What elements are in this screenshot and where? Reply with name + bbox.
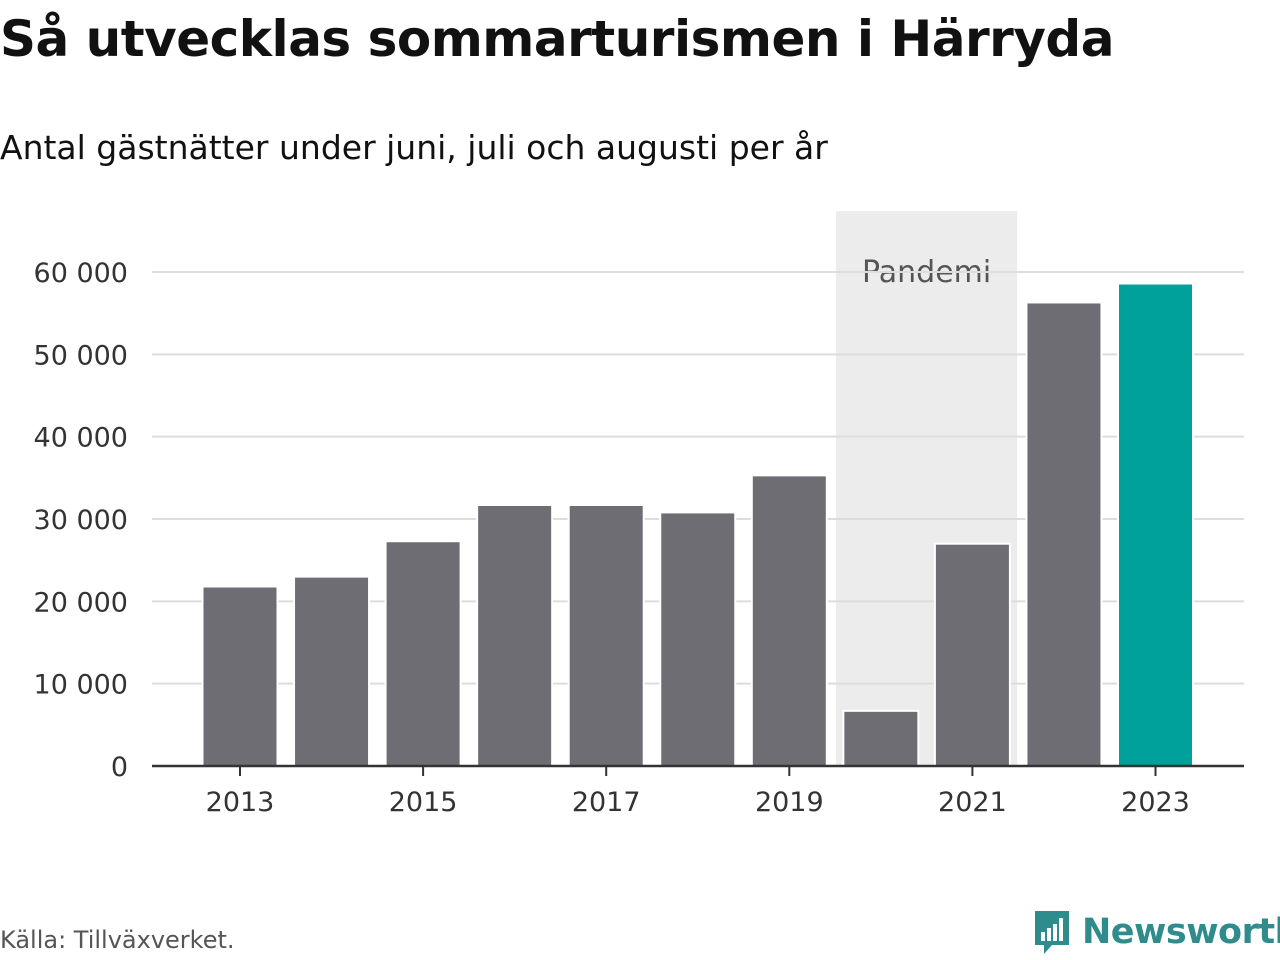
bar-2019 — [750, 474, 828, 767]
bars — [201, 282, 1194, 768]
bar-2017 — [567, 504, 645, 767]
chart-title: Så utvecklas sommarturismen i Härryda — [0, 10, 1114, 68]
y-tick-label: 10 000 — [34, 670, 128, 701]
chart-subtitle: Antal gästnätter under juni, juli och au… — [0, 128, 828, 167]
y-tick-label: 30 000 — [34, 505, 128, 536]
newsworthy-logo[interactable]: Newsworthy — [1032, 908, 1280, 956]
bar-2023 — [1117, 282, 1194, 767]
x-tick-label: 2021 — [938, 787, 1007, 818]
y-tick-label: 60 000 — [34, 258, 128, 289]
y-tick-label: 0 — [111, 752, 128, 783]
bar-2014 — [293, 575, 371, 768]
bar-2021 — [933, 542, 1011, 768]
x-tick-label: 2019 — [755, 787, 824, 818]
bar-2016 — [476, 504, 554, 767]
x-tick-label: 2017 — [572, 787, 641, 818]
x-tick-label: 2023 — [1121, 787, 1190, 818]
y-tick-label: 20 000 — [34, 587, 128, 618]
y-tick-label: 40 000 — [34, 423, 128, 454]
source-note: Källa: Tillväxverket. — [0, 926, 235, 954]
x-tick-label: 2013 — [206, 787, 275, 818]
bar-2018 — [659, 511, 737, 767]
x-axis-ticks: 2013 2015 2017 2019 2021 2023 — [206, 766, 1190, 818]
brand-name: Newsworthy — [1082, 912, 1280, 952]
bar-2020 — [842, 709, 920, 768]
y-axis-ticks: 0 10 000 20 000 30 000 40 000 50 000 60 000 — [34, 258, 128, 783]
bar-2015 — [384, 540, 462, 767]
newsworthy-logo-icon — [1035, 911, 1069, 954]
bar-2022 — [1025, 301, 1103, 767]
y-tick-label: 50 000 — [34, 340, 128, 371]
x-tick-label: 2015 — [389, 787, 458, 818]
bar-2013 — [201, 585, 279, 767]
